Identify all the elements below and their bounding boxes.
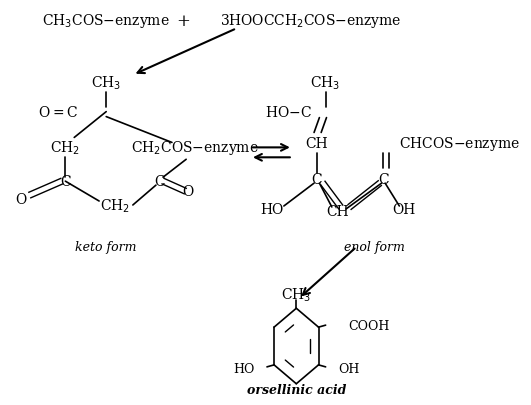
Text: CH: CH xyxy=(326,205,348,218)
Text: CH$_2$COS$-$enzyme: CH$_2$COS$-$enzyme xyxy=(131,139,259,157)
Text: CH$_2$: CH$_2$ xyxy=(50,139,80,157)
Text: CH$_3$COS$-$enzyme: CH$_3$COS$-$enzyme xyxy=(42,12,170,30)
Text: COOH: COOH xyxy=(349,319,390,332)
Text: HO: HO xyxy=(233,362,254,375)
Text: CHCOS$-$enzyme: CHCOS$-$enzyme xyxy=(399,135,520,153)
Text: enol form: enol form xyxy=(344,241,405,254)
Text: CH$_3$: CH$_3$ xyxy=(91,74,121,91)
Text: O: O xyxy=(182,185,194,198)
Text: C: C xyxy=(60,175,71,189)
Text: 3HOOCCH$_2$COS$-$enzyme: 3HOOCCH$_2$COS$-$enzyme xyxy=(220,12,401,30)
Text: CH: CH xyxy=(305,137,328,151)
Text: +: + xyxy=(176,13,191,30)
Text: O: O xyxy=(15,192,27,207)
Text: C: C xyxy=(311,173,322,187)
Text: keto form: keto form xyxy=(75,241,137,254)
Text: C: C xyxy=(154,175,165,189)
Text: CH$_3$: CH$_3$ xyxy=(311,74,341,91)
Text: HO: HO xyxy=(261,202,284,216)
Text: orsellinic acid: orsellinic acid xyxy=(246,383,346,396)
Text: CH$_3$: CH$_3$ xyxy=(281,286,311,303)
Text: O$=$C: O$=$C xyxy=(38,105,79,120)
Text: OH: OH xyxy=(392,202,415,216)
Text: HO$-$C: HO$-$C xyxy=(265,105,312,120)
Text: CH$_2$: CH$_2$ xyxy=(100,197,130,214)
Text: C: C xyxy=(378,173,389,187)
Text: OH: OH xyxy=(338,362,359,375)
